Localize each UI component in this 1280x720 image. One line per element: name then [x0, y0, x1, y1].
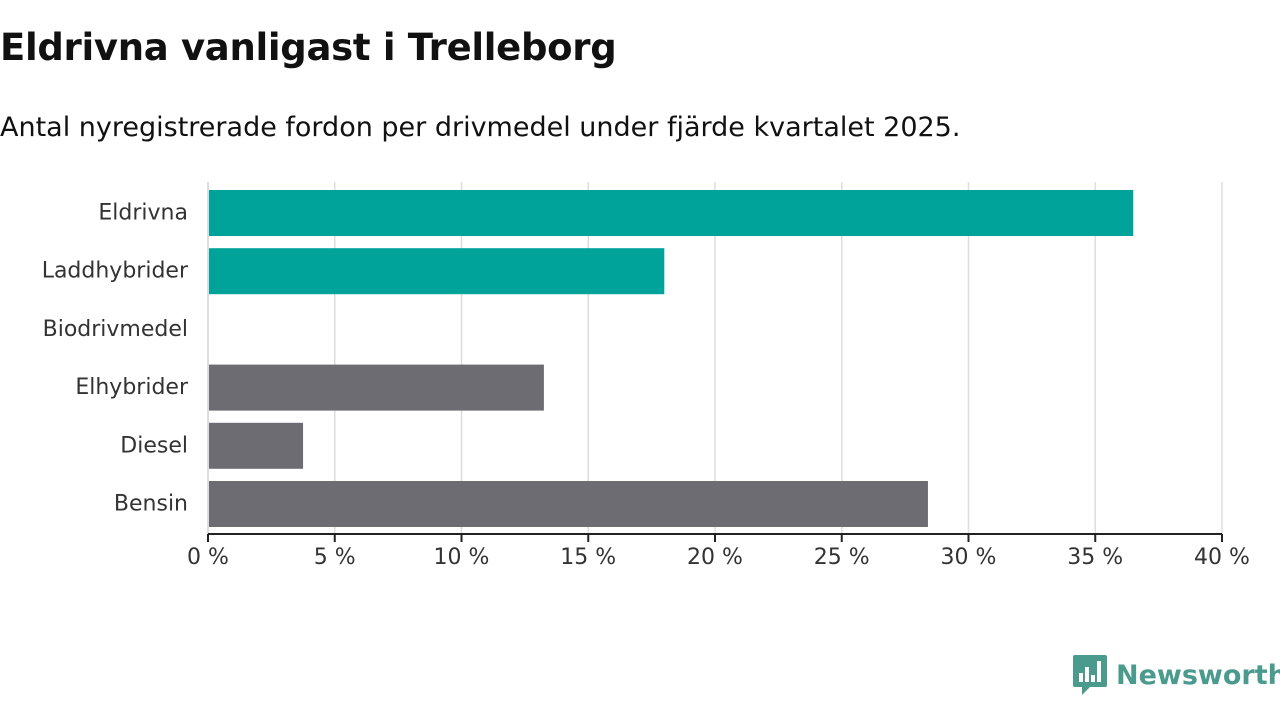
- brand-name: Newsworthy: [1116, 659, 1280, 691]
- bars: [208, 190, 1134, 527]
- tick-label: 10 %: [434, 545, 490, 570]
- category-labels: Eldrivna Laddhybrider Biodrivmedel Elhybrid…: [42, 201, 189, 517]
- tick-label: 15 %: [560, 545, 616, 570]
- category-label: Laddhybrider: [42, 259, 189, 284]
- category-label: Bensin: [114, 492, 188, 517]
- bar-bensin: [208, 481, 928, 527]
- category-label: Eldrivna: [98, 201, 188, 226]
- bar-chart: Eldrivna Laddhybrider Biodrivmedel Elhybrid…: [42, 182, 1250, 570]
- brand-logo: Newsworthy: [1072, 652, 1280, 698]
- tick-label: 40 %: [1194, 545, 1250, 570]
- chart-title: Eldrivna vanligast i Trelleborg: [0, 26, 617, 69]
- tick-label: 20 %: [687, 545, 743, 570]
- category-label: Diesel: [120, 433, 188, 458]
- tick-label: 25 %: [814, 545, 870, 570]
- tick-label: 30 %: [941, 545, 997, 570]
- bar-elhybrider: [208, 364, 544, 411]
- bar-laddhybrider: [208, 248, 665, 295]
- category-label: Biodrivmedel: [43, 317, 188, 342]
- tick-label: 35 %: [1067, 545, 1123, 570]
- bar-eldrivna: [208, 190, 1134, 236]
- tick-label: 5 %: [314, 545, 356, 570]
- chart-subtitle: Antal nyregistrerade fordon per drivmede…: [0, 112, 961, 143]
- newsworthy-logo-icon: [1073, 655, 1107, 695]
- bar-diesel: [208, 422, 304, 469]
- category-label: Elhybrider: [75, 375, 189, 400]
- tick-labels: 0 % 5 % 10 % 15 % 20 % 25 % 30 % 35 % 40 %: [187, 545, 1250, 570]
- x-axis: [207, 182, 1223, 542]
- tick-label: 0 %: [187, 545, 229, 570]
- grid-lines: [334, 182, 1223, 534]
